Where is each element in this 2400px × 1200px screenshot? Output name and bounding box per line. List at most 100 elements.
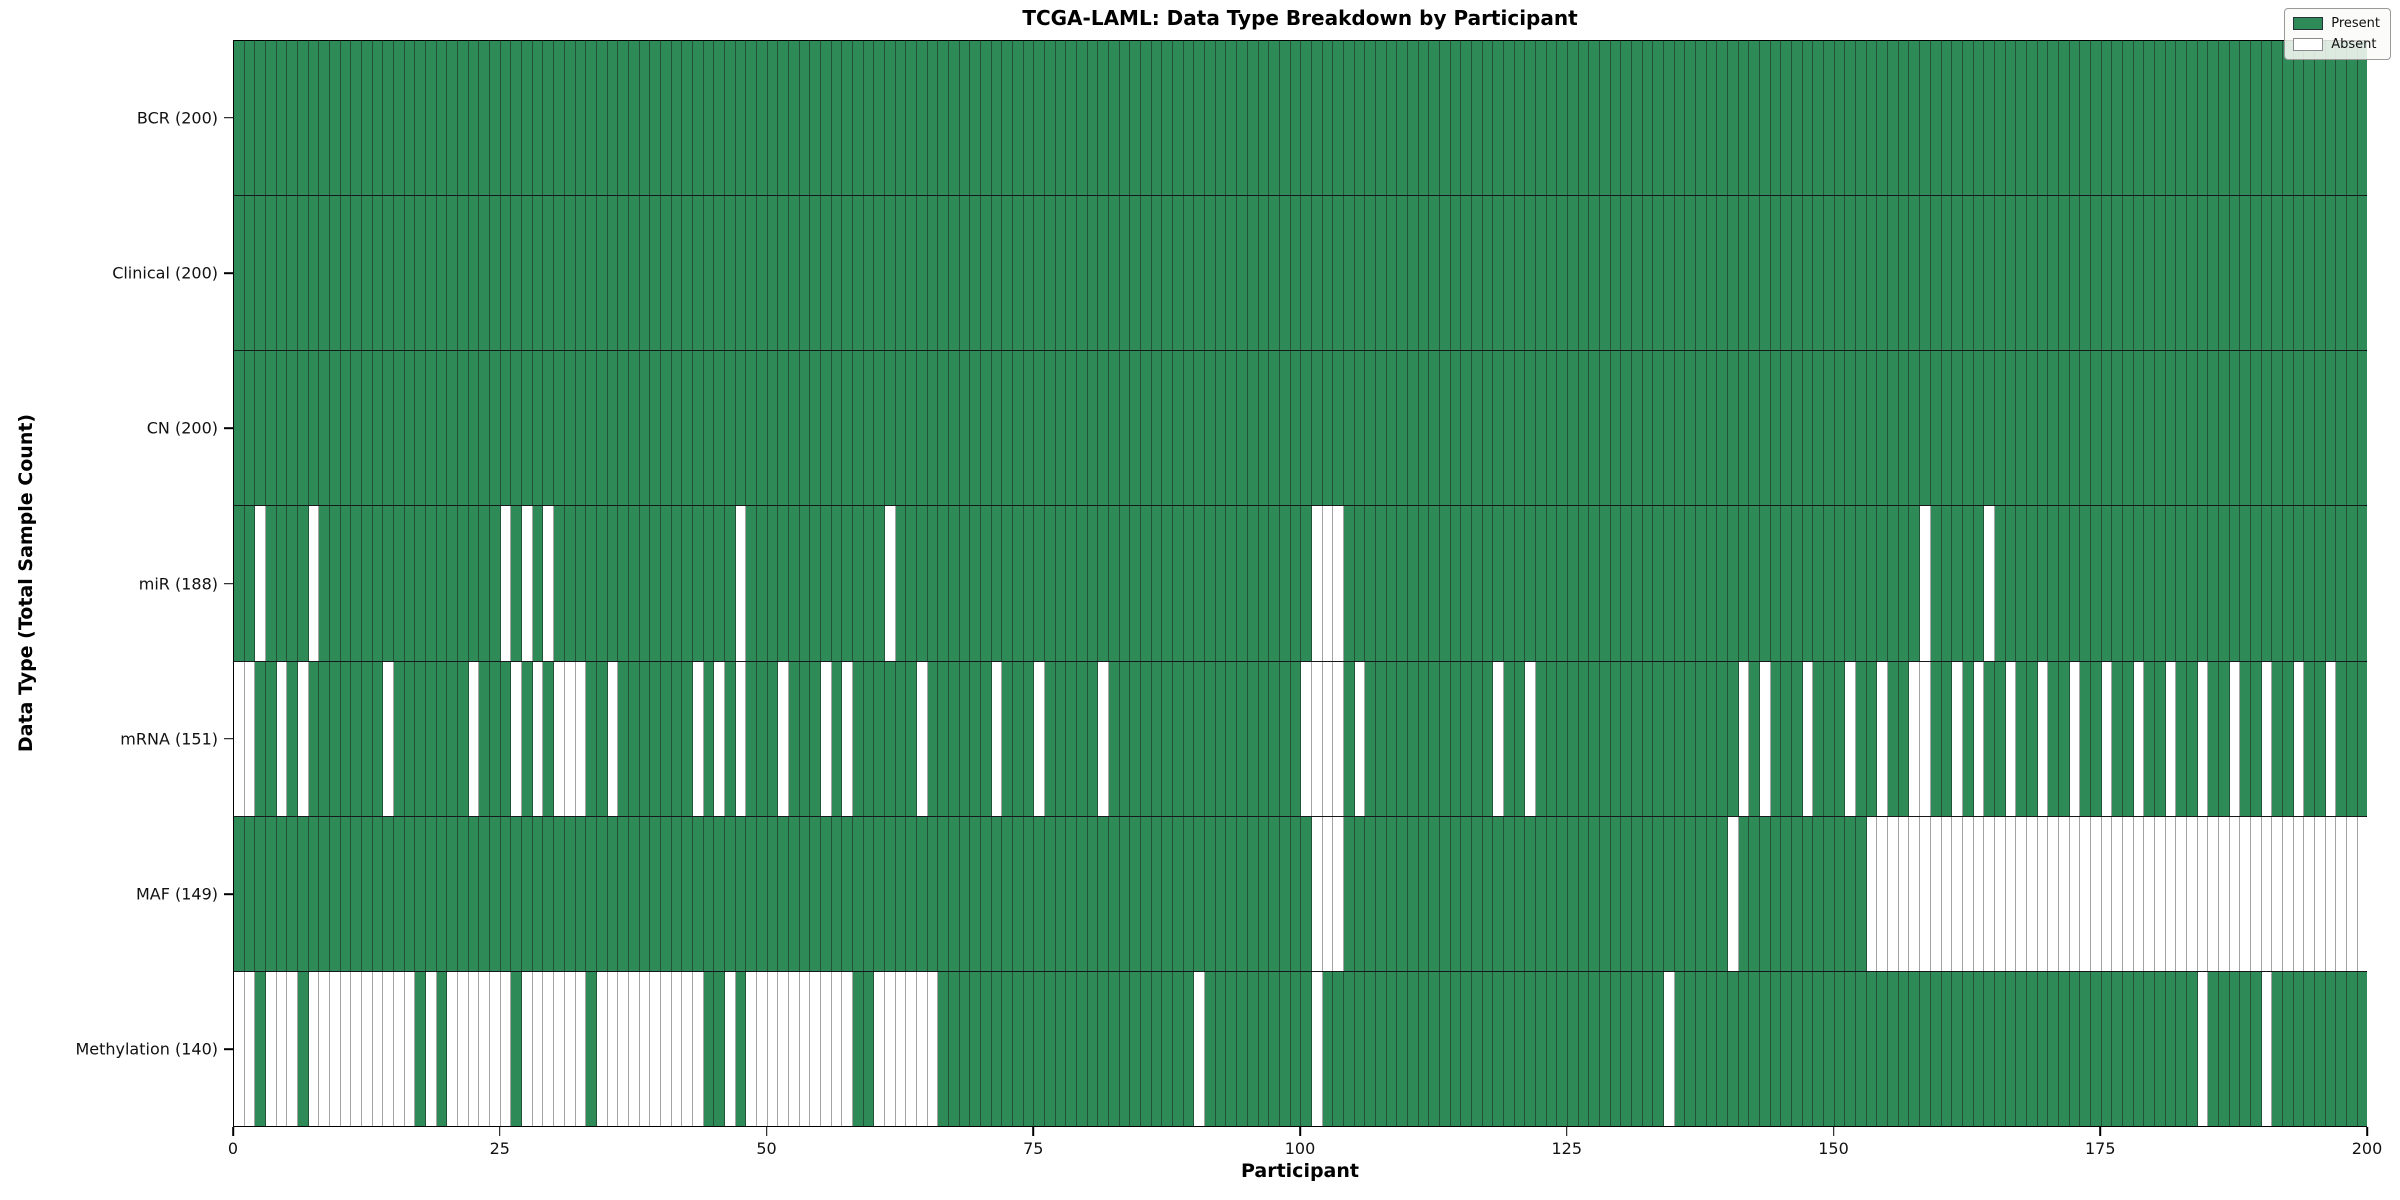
- cell: [564, 196, 576, 351]
- cell: [500, 196, 512, 351]
- cell: [1546, 816, 1558, 971]
- cell: [831, 196, 843, 351]
- cell: [575, 971, 587, 1126]
- cell: [1728, 661, 1739, 816]
- cell: [692, 816, 704, 971]
- cell: [1365, 196, 1376, 351]
- cell: [1856, 661, 1867, 816]
- cell: [650, 351, 661, 506]
- cell: [319, 41, 331, 196]
- cell: [1301, 971, 1312, 1126]
- cell: [650, 661, 661, 816]
- cell: [1664, 351, 1675, 506]
- cell: [276, 816, 288, 971]
- cell: [1525, 816, 1536, 971]
- cell: [308, 41, 320, 196]
- cell: [628, 816, 640, 971]
- cell: [1013, 661, 1024, 816]
- cell: [1002, 506, 1014, 661]
- cell: [1589, 351, 1600, 506]
- cell: [522, 41, 533, 196]
- x-tick-mark: [1299, 1127, 1301, 1136]
- cell: [1664, 971, 1675, 1126]
- cell: [1845, 971, 1857, 1126]
- cell: [607, 816, 619, 971]
- cell: [1792, 816, 1803, 971]
- cell: [2186, 41, 2198, 196]
- cell: [799, 971, 811, 1126]
- cell: [1279, 351, 1291, 506]
- cell: [1866, 351, 1878, 506]
- cell: [2218, 971, 2230, 1126]
- cell: [1205, 351, 1216, 506]
- cell: [1237, 196, 1248, 351]
- cell: [1546, 506, 1558, 661]
- cell: [1439, 971, 1451, 1126]
- cell: [1674, 971, 1686, 1126]
- cell: [906, 816, 917, 971]
- cell: [2101, 971, 2113, 1126]
- cell: [1258, 816, 1270, 971]
- cell: [906, 506, 917, 661]
- cell: [906, 661, 917, 816]
- cell: [1215, 506, 1227, 661]
- cell: [2016, 661, 2027, 816]
- cell: [1247, 196, 1259, 351]
- cell: [2090, 351, 2102, 506]
- cell: [2037, 196, 2049, 351]
- cell: [810, 506, 821, 661]
- cell: [564, 41, 576, 196]
- cell: [1856, 506, 1867, 661]
- cell: [458, 506, 469, 661]
- heatmap-row-miR: [234, 505, 2368, 661]
- cell: [1151, 816, 1163, 971]
- cell: [1909, 661, 1921, 816]
- cell: [746, 41, 757, 196]
- cell: [543, 816, 555, 971]
- cell: [1738, 661, 1750, 816]
- cell: [628, 971, 640, 1126]
- cell: [1023, 816, 1035, 971]
- cell: [1856, 971, 1867, 1126]
- cell: [2186, 196, 2198, 351]
- cell: [564, 506, 576, 661]
- cell: [2304, 41, 2316, 196]
- cell: [1802, 506, 1814, 661]
- cell: [2218, 351, 2230, 506]
- cell: [1354, 816, 1366, 971]
- cell: [1664, 41, 1675, 196]
- cell: [767, 661, 779, 816]
- cell: [1920, 506, 1931, 661]
- cell: [1482, 661, 1494, 816]
- cell: [458, 41, 469, 196]
- cell: [1824, 661, 1835, 816]
- cell: [906, 971, 917, 1126]
- cell: [458, 196, 469, 351]
- cell: [1279, 661, 1291, 816]
- cell: [756, 971, 768, 1126]
- cell: [1194, 661, 1206, 816]
- cell: [404, 506, 416, 661]
- cell: [532, 351, 544, 506]
- cell: [1066, 816, 1078, 971]
- cell: [735, 196, 747, 351]
- cell: [981, 196, 992, 351]
- cell: [244, 816, 256, 971]
- cell: [1728, 816, 1739, 971]
- cell: [1877, 661, 1889, 816]
- cell: [874, 506, 885, 661]
- cell: [1269, 41, 1280, 196]
- cell: [1930, 971, 1942, 1126]
- cell: [1439, 351, 1451, 506]
- cell: [1685, 196, 1697, 351]
- cell: [1333, 816, 1344, 971]
- cell: [1077, 661, 1088, 816]
- cell: [1738, 506, 1750, 661]
- cell: [2208, 196, 2219, 351]
- cell: [1610, 351, 1622, 506]
- cell: [1461, 196, 1472, 351]
- cell: [1471, 506, 1483, 661]
- cell: [415, 41, 427, 196]
- cell: [1578, 971, 1590, 1126]
- cell: [1407, 351, 1419, 506]
